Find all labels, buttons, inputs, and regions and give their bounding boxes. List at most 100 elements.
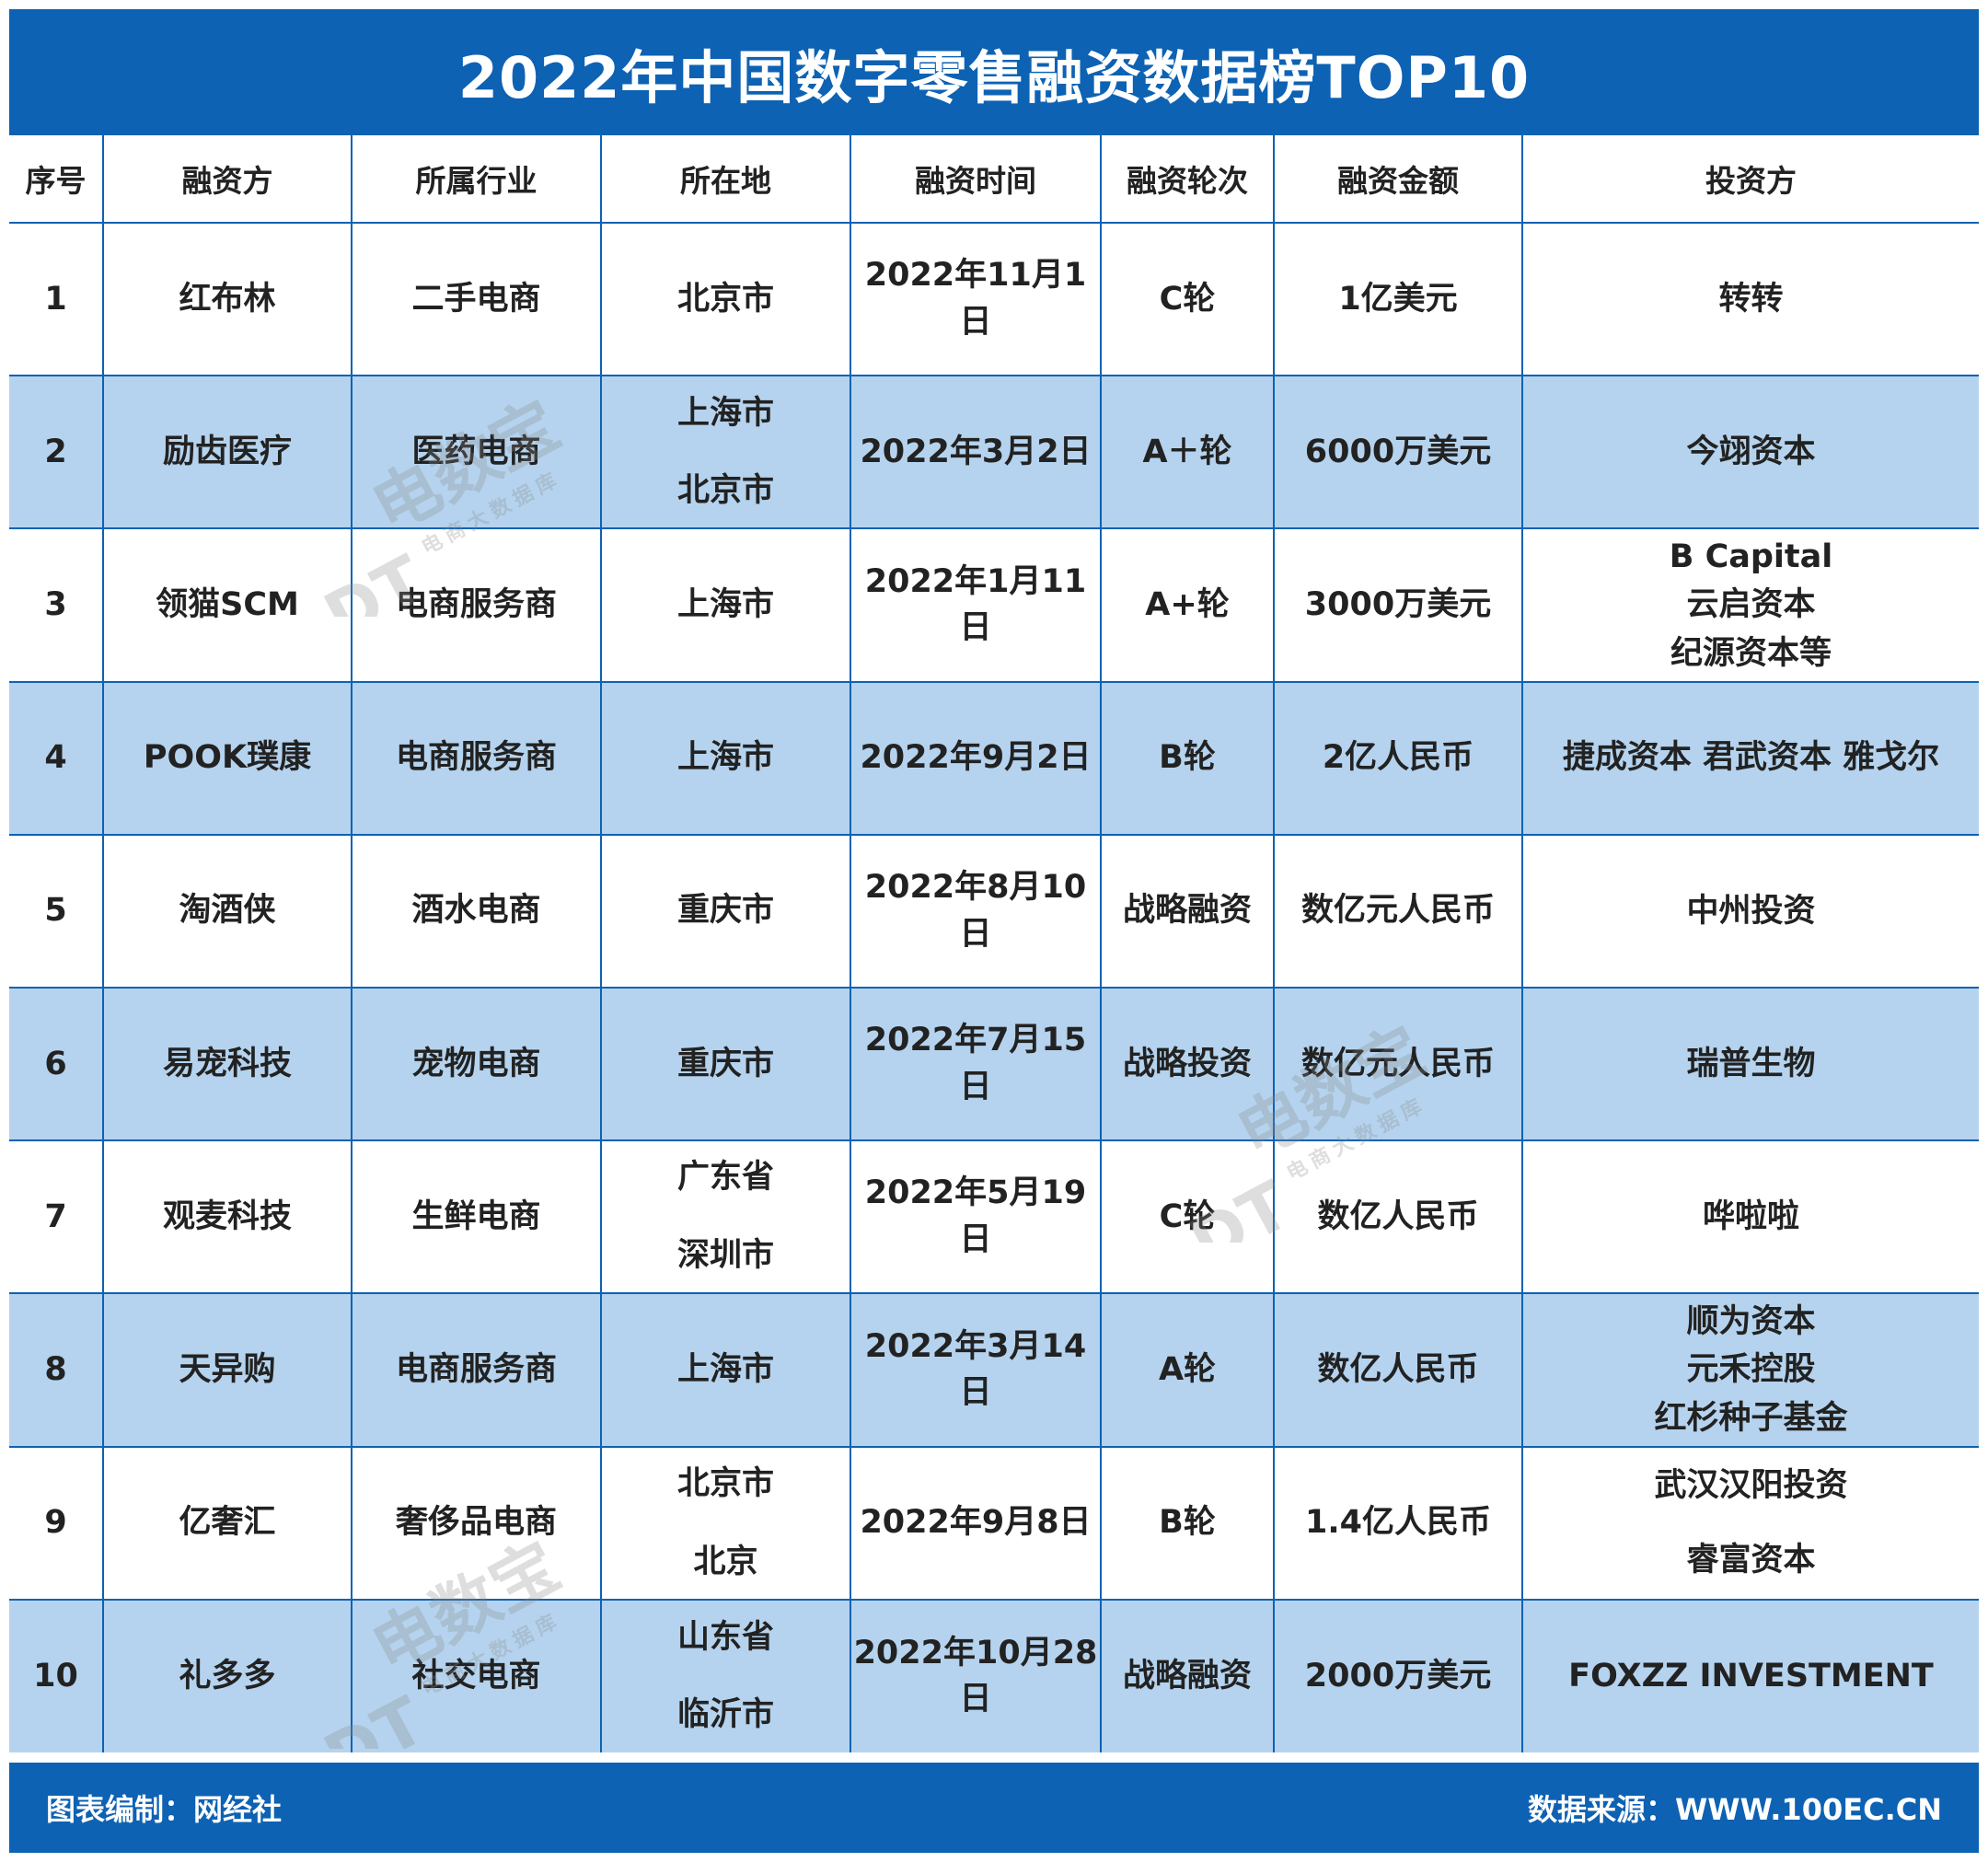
investor-line: 纪源资本等	[1670, 634, 1832, 672]
cell-round: C轮	[1100, 223, 1274, 376]
cell-investors: 哗啦啦	[1521, 1140, 1979, 1294]
cell-round: 战略融资	[1100, 834, 1274, 988]
table-row: 1 红布林 二手电商 北京市 2022年11月1日 C轮 1亿美元 转转	[9, 223, 1979, 376]
ranking-table: 序号 融资方 所属行业 所在地 融资时间 融资轮次 融资金额 投资方 1 红布林 二手电商 北京市 2…	[9, 135, 1979, 1752]
cell-amount: 1.4亿人民币	[1273, 1446, 1522, 1600]
footer-bar: 图表编制：网经社 数据来源：WWW.100EC.CN	[9, 1763, 1979, 1853]
cell-location: 北京市 北京	[600, 1446, 850, 1600]
col-header-no: 序号	[9, 135, 103, 224]
cell-company: 亿奢汇	[102, 1446, 352, 1600]
location-line: 上海市	[676, 586, 774, 624]
location-line: 重庆市	[676, 1045, 774, 1082]
location-line: 北京	[693, 1543, 758, 1580]
chart-title: 2022年中国数字零售融资数据榜TOP10	[457, 43, 1531, 111]
investor-line: 睿富资本	[1686, 1541, 1816, 1579]
table-row: 6 易宠科技 宠物电商 重庆市 2022年7月15日 战略投资 数亿元人民币 瑞普生物	[9, 987, 1979, 1141]
cell-round: A轮	[1100, 1293, 1274, 1447]
col-header-amount: 融资金额	[1273, 135, 1522, 224]
cell-industry: 奢侈品电商	[351, 1446, 601, 1600]
cell-company: 淘酒侠	[102, 834, 352, 988]
cell-round: B轮	[1100, 681, 1274, 835]
location-line: 上海市	[676, 1351, 774, 1389]
table-header-row: 序号 融资方 所属行业 所在地 融资时间 融资轮次 融资金额 投资方	[9, 135, 1979, 224]
col-header-round: 融资轮次	[1100, 135, 1274, 224]
cell-industry: 医药电商	[351, 376, 601, 529]
cell-date: 2022年9月8日	[850, 1446, 1101, 1600]
location-line: 北京市	[676, 1464, 774, 1502]
cell-amount: 数亿人民币	[1273, 1293, 1522, 1447]
cell-amount: 1亿美元	[1273, 223, 1522, 376]
cell-location: 上海市	[600, 681, 850, 835]
investor-line: 武汉汉阳投资	[1654, 1467, 1848, 1505]
cell-industry: 电商服务商	[351, 1293, 601, 1447]
location-line: 临沂市	[676, 1696, 774, 1734]
cell-date: 2022年1月11日	[850, 528, 1101, 682]
table-row: 10 礼多多 社交电商 山东省 临沂市 2022年10月28日 战略融资 2000万美元 FOX…	[9, 1599, 1979, 1752]
cell-investors: 今翊资本	[1521, 376, 1979, 529]
cell-amount: 2亿人民币	[1273, 681, 1522, 835]
cell-rank: 4	[9, 681, 103, 835]
cell-investors: 顺为资本 元禾控股 红杉种子基金	[1521, 1293, 1979, 1447]
investor-line: 顺为资本	[1686, 1302, 1816, 1340]
cell-rank: 6	[9, 987, 103, 1141]
investor-line: 云启资本	[1686, 586, 1816, 624]
table-row: 2 励齿医疗 医药电商 上海市 北京市 2022年3月2日 A＋轮 6000万美元 今翊资本	[9, 376, 1979, 529]
cell-rank: 3	[44, 586, 67, 624]
cell-rank: 9	[44, 1504, 67, 1542]
table-row: 5 淘酒侠 酒水电商 重庆市 2022年8月10日 战略融资 数亿元人民币 中州投资	[9, 834, 1979, 988]
cell-date: 2022年5月19日	[850, 1140, 1101, 1294]
cell-company: 礼多多	[102, 1599, 352, 1752]
investor-line: FOXZZ INVESTMENT	[1568, 1658, 1934, 1695]
cell-location: 上海市	[600, 528, 850, 682]
cell-industry: 酒水电商	[351, 834, 601, 988]
investor-line: B Capital	[1669, 538, 1833, 575]
location-line: 山东省	[676, 1618, 774, 1656]
cell-amount: 6000万美元	[1273, 376, 1522, 529]
cell-industry: 二手电商	[351, 223, 601, 376]
location-line: 深圳市	[676, 1237, 774, 1275]
cell-investors: 武汉汉阳投资 睿富资本	[1521, 1446, 1979, 1600]
cell-amount: 3000万美元	[1273, 528, 1522, 682]
cell-round: 战略投资	[1100, 987, 1274, 1141]
cell-rank: 7	[44, 1197, 67, 1235]
cell-location: 重庆市	[600, 834, 850, 988]
cell-investors: 中州投资	[1521, 834, 1979, 988]
col-header-location: 所在地	[600, 135, 850, 224]
location-line: 重庆市	[676, 892, 774, 930]
table-row: 8 天异购 电商服务商 上海市 2022年3月14日 A轮 数亿人民币 顺为资本 元禾控股 红杉种…	[9, 1293, 1979, 1447]
cell-date: 2022年9月2日	[850, 681, 1101, 835]
col-header-date: 融资时间	[850, 135, 1101, 224]
footer-source: 数据来源：WWW.100EC.CN	[1527, 1792, 1942, 1827]
cell-round: A+轮	[1100, 528, 1274, 682]
location-line: 北京市	[676, 280, 774, 318]
cell-investors: B Capital 云启资本纪源资本等	[1521, 528, 1979, 682]
cell-industry: 社交电商	[351, 1599, 601, 1752]
cell-round: C轮	[1100, 1140, 1274, 1294]
cell-rank: 10	[9, 1599, 103, 1752]
cell-round: 战略融资	[1100, 1599, 1274, 1752]
cell-company: 观麦科技	[102, 1140, 352, 1294]
cell-industry: 电商服务商	[351, 681, 601, 835]
cell-location: 山东省 临沂市	[600, 1599, 850, 1752]
title-bar: 2022年中国数字零售融资数据榜TOP10	[9, 9, 1979, 135]
investor-line: 今翊资本	[1686, 434, 1816, 471]
cell-company: 天异购	[102, 1293, 352, 1447]
cell-industry: 电商服务商	[351, 528, 601, 682]
footer-credit: 图表编制：网经社	[46, 1792, 283, 1827]
cell-investors: FOXZZ INVESTMENT	[1521, 1599, 1979, 1752]
investor-line: 哗啦啦	[1702, 1197, 1799, 1235]
cell-amount: 2000万美元	[1273, 1599, 1522, 1752]
cell-industry: 宠物电商	[351, 987, 601, 1141]
cell-date: 2022年11月1日	[850, 223, 1101, 376]
cell-round: A＋轮	[1100, 376, 1274, 529]
cell-company: 红布林	[102, 223, 352, 376]
investor-line: 元禾控股	[1686, 1351, 1816, 1389]
location-line: 上海市	[676, 739, 774, 777]
investor-line: 瑞普生物	[1686, 1045, 1816, 1082]
table-row: 7 观麦科技 生鲜电商 广东省 深圳市 2022年5月19日 C轮 数亿人民币 哗啦啦	[9, 1140, 1979, 1294]
table-row: 9 亿奢汇 奢侈品电商 北京市 北京 2022年9月8日 B轮 1.4亿人民币 武汉汉阳投资 睿富…	[9, 1446, 1979, 1600]
table-row: 4 POOK璞康 电商服务商 上海市 2022年9月2日 B轮 2亿人民币 捷成资本 君武资本…	[9, 681, 1979, 835]
cell-rank: 2	[9, 376, 103, 529]
cell-company: 易宠科技	[102, 987, 352, 1141]
cell-date: 2022年3月2日	[850, 376, 1101, 529]
